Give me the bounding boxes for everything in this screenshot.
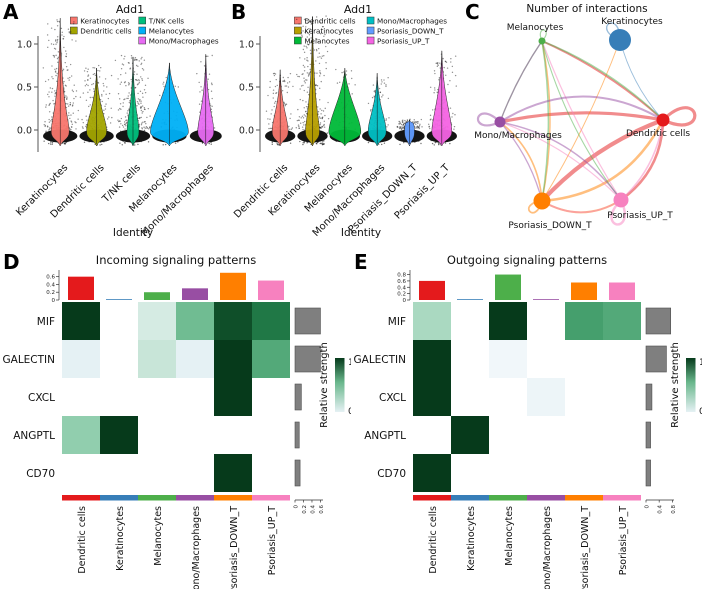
svg-text:MIF: MIF bbox=[388, 316, 406, 328]
svg-text:Keratinocytes: Keratinocytes bbox=[601, 17, 663, 27]
network-chart-c: Number of interactions Melanocytes Keratin… bbox=[462, 0, 702, 250]
svg-text:Psoriasis_DOWN_T: Psoriasis_DOWN_T bbox=[508, 221, 592, 231]
svg-text:Psoriasis_DOWN_T: Psoriasis_DOWN_T bbox=[229, 506, 240, 589]
figure-canvas: A Add1 Keratinocytes Dendritic cells T/NK c… bbox=[0, 0, 702, 589]
svg-text:Incoming signaling patterns: Incoming signaling patterns bbox=[96, 253, 256, 267]
svg-text:Dendritic cells: Dendritic cells bbox=[80, 27, 131, 36]
svg-text:Mono/Macrophages: Mono/Macrophages bbox=[149, 37, 219, 46]
svg-text:Psoriasis_UP_T: Psoriasis_UP_T bbox=[618, 506, 629, 575]
svg-text:0.6: 0.6 bbox=[397, 279, 406, 285]
svg-text:Relative strength: Relative strength bbox=[319, 342, 330, 428]
svg-text:Mono/Macrophages: Mono/Macrophages bbox=[542, 506, 553, 589]
svg-text:0.5: 0.5 bbox=[239, 83, 254, 94]
svg-text:0.6: 0.6 bbox=[46, 275, 55, 281]
svg-text:0.8: 0.8 bbox=[671, 505, 677, 514]
svg-text:Mono/Macrophages: Mono/Macrophages bbox=[474, 131, 562, 141]
svg-text:GALECTIN: GALECTIN bbox=[354, 354, 407, 366]
panel-d-incoming-heatmap: D Incoming signaling patterns 0 0.2 0.4 0.6 M… bbox=[0, 250, 351, 589]
svg-text:CXCL: CXCL bbox=[28, 392, 55, 404]
panel-a-label: A bbox=[3, 0, 18, 24]
heatmap-chart-d: Incoming signaling patterns00.20.40.6MIF… bbox=[0, 250, 351, 589]
svg-text:0.4: 0.4 bbox=[46, 282, 55, 288]
svg-text:Dendritic cells: Dendritic cells bbox=[77, 506, 88, 574]
svg-text:0.8: 0.8 bbox=[397, 273, 406, 279]
violin-chart-a: Add1KeratinocytesDendritic cells T/NK cel… bbox=[0, 0, 228, 250]
svg-text:MIF: MIF bbox=[37, 316, 55, 328]
svg-text:Keratinocytes: Keratinocytes bbox=[80, 17, 129, 26]
svg-text:0.4: 0.4 bbox=[397, 285, 406, 291]
svg-text:T/NK cells: T/NK cells bbox=[148, 17, 185, 26]
panel-e-outgoing-heatmap: E Outgoing signaling patterns 0 0.2 0.4 0.6 0… bbox=[351, 250, 702, 589]
svg-text:0.5: 0.5 bbox=[17, 83, 32, 94]
svg-text:Mono/Macrophages: Mono/Macrophages bbox=[191, 506, 202, 589]
svg-text:Psoriasis_UP_T: Psoriasis_UP_T bbox=[607, 211, 673, 221]
svg-text:0.0: 0.0 bbox=[17, 126, 32, 137]
violin-chart-b: Add1Dendritic cellsKeratinocytesMelanocy… bbox=[228, 0, 462, 250]
svg-text:1.0: 1.0 bbox=[17, 40, 32, 51]
svg-text:Identity: Identity bbox=[113, 227, 153, 239]
svg-text:CD70: CD70 bbox=[26, 468, 55, 480]
svg-text:Psoriasis_UP_T: Psoriasis_UP_T bbox=[377, 37, 430, 46]
svg-text:0.4: 0.4 bbox=[310, 505, 316, 514]
svg-text:0.2: 0.2 bbox=[46, 290, 55, 296]
svg-text:0: 0 bbox=[294, 505, 300, 509]
svg-text:Add1: Add1 bbox=[116, 3, 144, 16]
svg-text:0.2: 0.2 bbox=[397, 292, 406, 298]
svg-text:Melanocytes: Melanocytes bbox=[504, 506, 515, 566]
panel-a-violin-plot: A Add1 Keratinocytes Dendritic cells T/NK c… bbox=[0, 0, 228, 250]
svg-text:0: 0 bbox=[403, 298, 407, 304]
svg-text:Melanocytes: Melanocytes bbox=[153, 506, 164, 566]
svg-text:Melanocytes: Melanocytes bbox=[149, 27, 194, 36]
svg-text:Keratinocytes: Keratinocytes bbox=[466, 506, 477, 571]
svg-text:Add1: Add1 bbox=[344, 3, 372, 16]
svg-text:Psoriasis_UP_T: Psoriasis_UP_T bbox=[267, 506, 278, 575]
svg-text:Dendritic cells: Dendritic cells bbox=[428, 506, 439, 574]
svg-text:0.2: 0.2 bbox=[302, 505, 308, 514]
panel-c-interaction-network: C Number of interactions Melanocytes Kerat… bbox=[462, 0, 702, 250]
svg-text:0: 0 bbox=[645, 505, 651, 509]
svg-text:0.0: 0.0 bbox=[239, 126, 254, 137]
svg-text:0.4: 0.4 bbox=[658, 505, 664, 514]
svg-text:Melanocytes: Melanocytes bbox=[507, 23, 564, 33]
svg-text:Dendritic cells: Dendritic cells bbox=[304, 17, 355, 26]
svg-text:Mono/Macrophages: Mono/Macrophages bbox=[377, 17, 447, 26]
svg-text:Psoriasis_UP_T: Psoriasis_UP_T bbox=[393, 162, 453, 222]
svg-text:Outgoing signaling patterns: Outgoing signaling patterns bbox=[447, 253, 607, 267]
svg-text:GALECTIN: GALECTIN bbox=[3, 354, 56, 366]
svg-text:Keratinocytes: Keratinocytes bbox=[304, 27, 353, 36]
panel-b-violin-plot: B Add1 Dendritic cells Keratinocytes Melano… bbox=[228, 0, 462, 250]
svg-text:Identity: Identity bbox=[341, 227, 381, 239]
svg-text:CD70: CD70 bbox=[377, 468, 406, 480]
panel-b-label: B bbox=[231, 0, 246, 24]
svg-text:1.0: 1.0 bbox=[239, 40, 254, 51]
svg-text:ANGPTL: ANGPTL bbox=[13, 430, 55, 442]
panel-d-label: D bbox=[3, 250, 20, 274]
svg-text:Dendritic cells: Dendritic cells bbox=[626, 129, 690, 139]
svg-text:Keratinocytes: Keratinocytes bbox=[115, 506, 126, 571]
svg-text:Psoriasis_DOWN_T: Psoriasis_DOWN_T bbox=[377, 27, 444, 36]
svg-text:Dendritic cells: Dendritic cells bbox=[232, 162, 290, 220]
panel-c-label: C bbox=[465, 0, 480, 24]
panel-e-label: E bbox=[354, 250, 368, 274]
heatmap-chart-e: Outgoing signaling patterns00.20.40.60.8… bbox=[351, 250, 702, 589]
svg-text:0.6: 0.6 bbox=[319, 505, 325, 514]
svg-text:Relative strength: Relative strength bbox=[670, 342, 681, 428]
svg-text:ANGPTL: ANGPTL bbox=[364, 430, 406, 442]
svg-text:0: 0 bbox=[52, 298, 56, 304]
svg-text:Number of interactions: Number of interactions bbox=[526, 3, 647, 15]
svg-text:CXCL: CXCL bbox=[379, 392, 406, 404]
svg-text:Psoriasis_DOWN_T: Psoriasis_DOWN_T bbox=[580, 506, 591, 589]
